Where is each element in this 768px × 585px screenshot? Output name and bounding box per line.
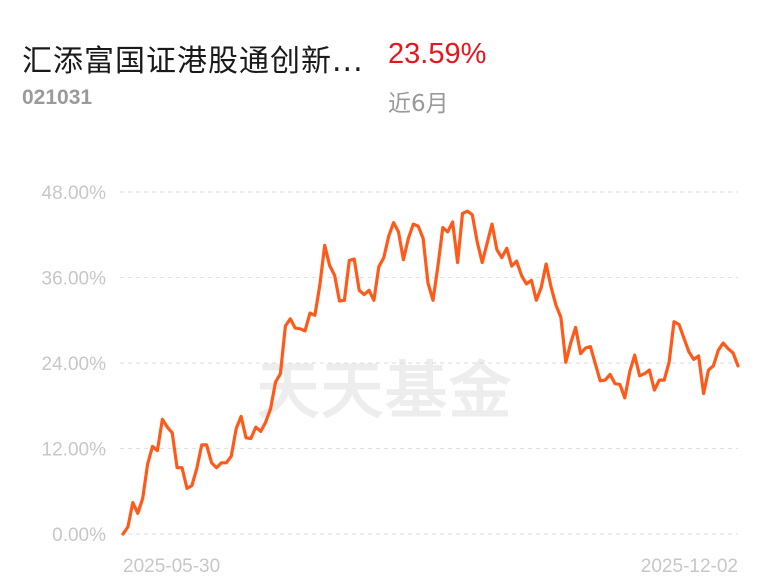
return-period-label: 近6月	[388, 91, 449, 117]
y-tick-label: 36.00%	[42, 269, 107, 290]
chart-axes: 48.00% 36.00% 24.00% 12.00% 0.00% 2025-05-30 2…	[42, 183, 738, 577]
x-end-label: 2025-12-02	[641, 556, 738, 577]
y-tick-label: 0.00%	[52, 525, 106, 546]
series-line	[121, 209, 740, 536]
fund-code: 021031	[22, 86, 93, 109]
watermark-logo: 天天基金	[257, 354, 513, 427]
y-tick-label: 24.00%	[42, 354, 107, 375]
x-start-label: 2025-05-30	[123, 556, 220, 577]
return-line-chart: 天天基金 48.00% 36.00% 24.00% 12.00% 0.00% 2025-0…	[42, 183, 740, 577]
fund-name: 汇添富国证港股通创新...	[22, 44, 364, 79]
chart-series	[121, 209, 740, 536]
y-tick-label: 48.00%	[42, 183, 107, 204]
fund-return-value: 23.59%	[388, 38, 487, 70]
y-tick-label: 12.00%	[42, 440, 107, 461]
